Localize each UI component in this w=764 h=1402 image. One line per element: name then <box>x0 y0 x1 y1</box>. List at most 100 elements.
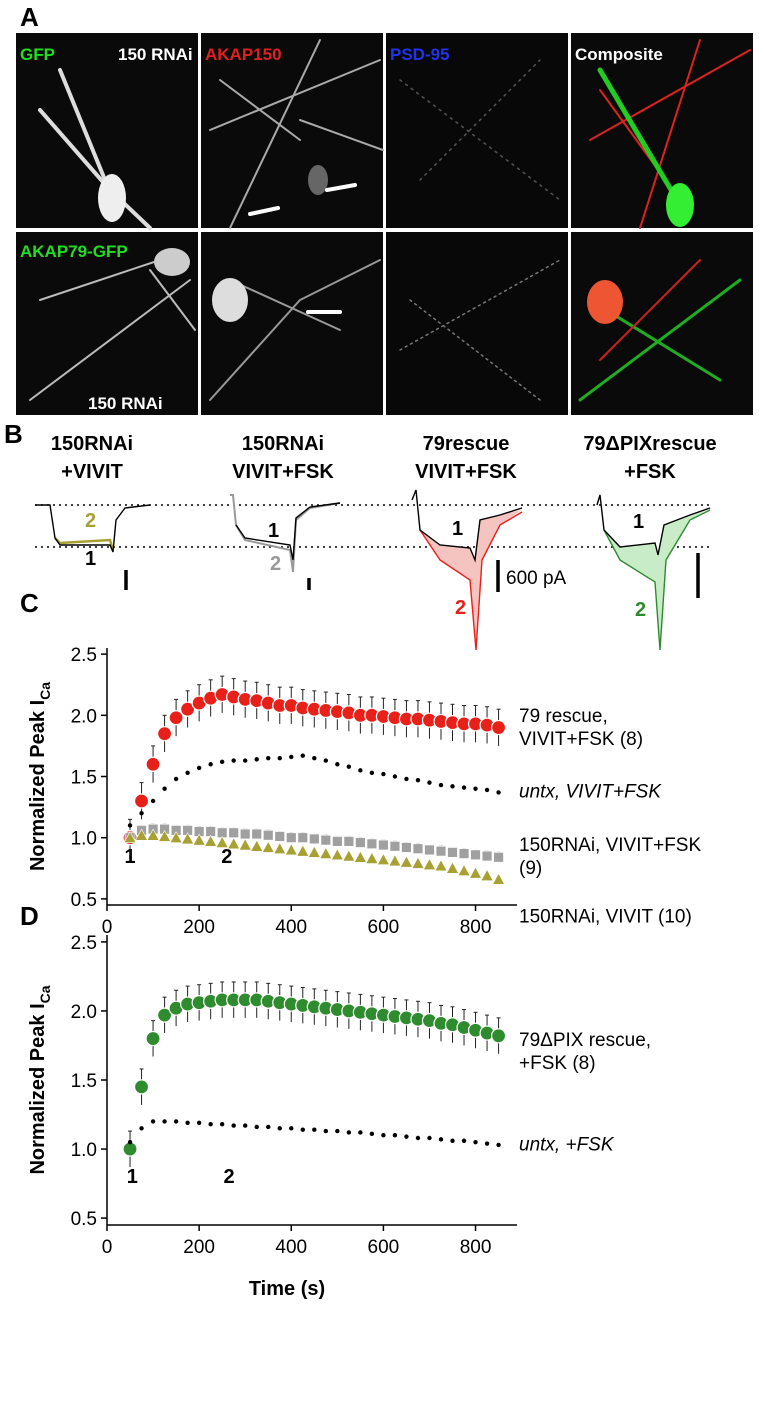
trace <box>411 489 523 563</box>
point <box>490 1028 507 1044</box>
trace-label: 1 <box>85 548 96 570</box>
point <box>146 828 160 841</box>
point <box>404 776 409 782</box>
trace <box>35 504 151 553</box>
trace-label: 2 <box>635 599 646 621</box>
point <box>243 1123 248 1128</box>
point <box>297 832 309 844</box>
y-axis-label-main: Normalized Peak I <box>27 1003 49 1174</box>
point <box>215 835 229 848</box>
point <box>133 793 150 809</box>
point <box>358 1130 363 1135</box>
point <box>312 755 317 761</box>
point <box>208 762 213 767</box>
point <box>284 843 298 856</box>
point <box>401 842 412 853</box>
y-tick-label: 1.5 <box>71 1071 97 1092</box>
condition-title: 79rescue <box>423 433 510 455</box>
y-axis-label-sub: Ca <box>37 985 53 1003</box>
y-tick-label: 0.5 <box>71 890 97 911</box>
point <box>300 1127 305 1132</box>
point <box>411 856 425 869</box>
point <box>435 845 447 857</box>
point <box>446 861 460 874</box>
trace <box>419 511 523 651</box>
point <box>388 854 402 867</box>
point <box>239 828 251 840</box>
point <box>296 844 310 857</box>
point <box>127 823 133 828</box>
point <box>273 842 287 855</box>
point <box>399 855 413 868</box>
point <box>381 771 386 777</box>
point <box>169 831 183 843</box>
trace-label: 2 <box>85 510 96 532</box>
point <box>185 770 190 776</box>
point <box>427 1135 432 1141</box>
point <box>404 1134 409 1139</box>
point <box>133 1079 150 1095</box>
x-tick-label: 600 <box>368 1237 400 1258</box>
point <box>481 850 493 862</box>
point <box>173 1119 179 1124</box>
y-tick-label: 2.0 <box>71 1002 97 1023</box>
point <box>168 710 184 726</box>
point <box>219 759 225 765</box>
point <box>319 846 333 859</box>
condition-title: 150RNAi <box>51 433 133 455</box>
point <box>127 1139 133 1145</box>
image-label: GFP <box>20 45 55 64</box>
legend-entry: untx, +FSK <box>519 1134 614 1156</box>
point <box>307 845 321 858</box>
point <box>156 1007 173 1023</box>
point <box>204 834 218 847</box>
x-tick-label: 0 <box>102 917 113 938</box>
y-axis-label: Normalized Peak ICa <box>27 682 53 871</box>
point <box>181 832 195 845</box>
point <box>424 844 435 856</box>
point <box>484 787 490 793</box>
point <box>365 851 379 864</box>
annotation: 1 <box>124 846 135 868</box>
point <box>285 832 297 844</box>
point <box>254 757 259 762</box>
point <box>185 1120 190 1126</box>
point <box>450 1138 455 1143</box>
image-label: AKAP150 <box>205 45 282 64</box>
point <box>266 755 271 761</box>
point <box>308 833 320 845</box>
y-tick-label: 2.5 <box>71 645 97 666</box>
point <box>427 780 432 785</box>
legend-entry: 150RNAi, VIVIT+FSK (9) <box>519 835 702 880</box>
point <box>254 1124 259 1130</box>
point <box>238 838 252 851</box>
point <box>369 1131 375 1137</box>
annotation: 2 <box>221 846 232 868</box>
point <box>343 835 355 847</box>
condition-title: 150RNAi <box>242 433 324 455</box>
x-axis-label: Time (s) <box>249 1278 325 1300</box>
y-axis-label-main: Normalized Peak I <box>27 700 49 871</box>
legend-entry: 150RNAi, VIVIT (10) <box>519 906 692 928</box>
point <box>135 828 149 841</box>
point <box>434 859 448 872</box>
trace-label: 2 <box>270 553 281 575</box>
point <box>376 853 390 866</box>
panel-label: C <box>20 588 39 618</box>
point <box>208 1121 213 1127</box>
point <box>180 701 196 717</box>
micrograph-grid <box>16 33 753 415</box>
current-traces <box>35 489 711 651</box>
point <box>173 776 179 782</box>
point <box>196 765 202 771</box>
image-tile <box>201 232 383 415</box>
point <box>484 1141 490 1146</box>
trace-label: 2 <box>455 597 466 619</box>
point <box>192 833 206 846</box>
point <box>300 753 305 758</box>
image-tile <box>386 33 568 228</box>
trace <box>603 509 711 651</box>
image-label: AKAP79-GFP <box>20 242 128 261</box>
